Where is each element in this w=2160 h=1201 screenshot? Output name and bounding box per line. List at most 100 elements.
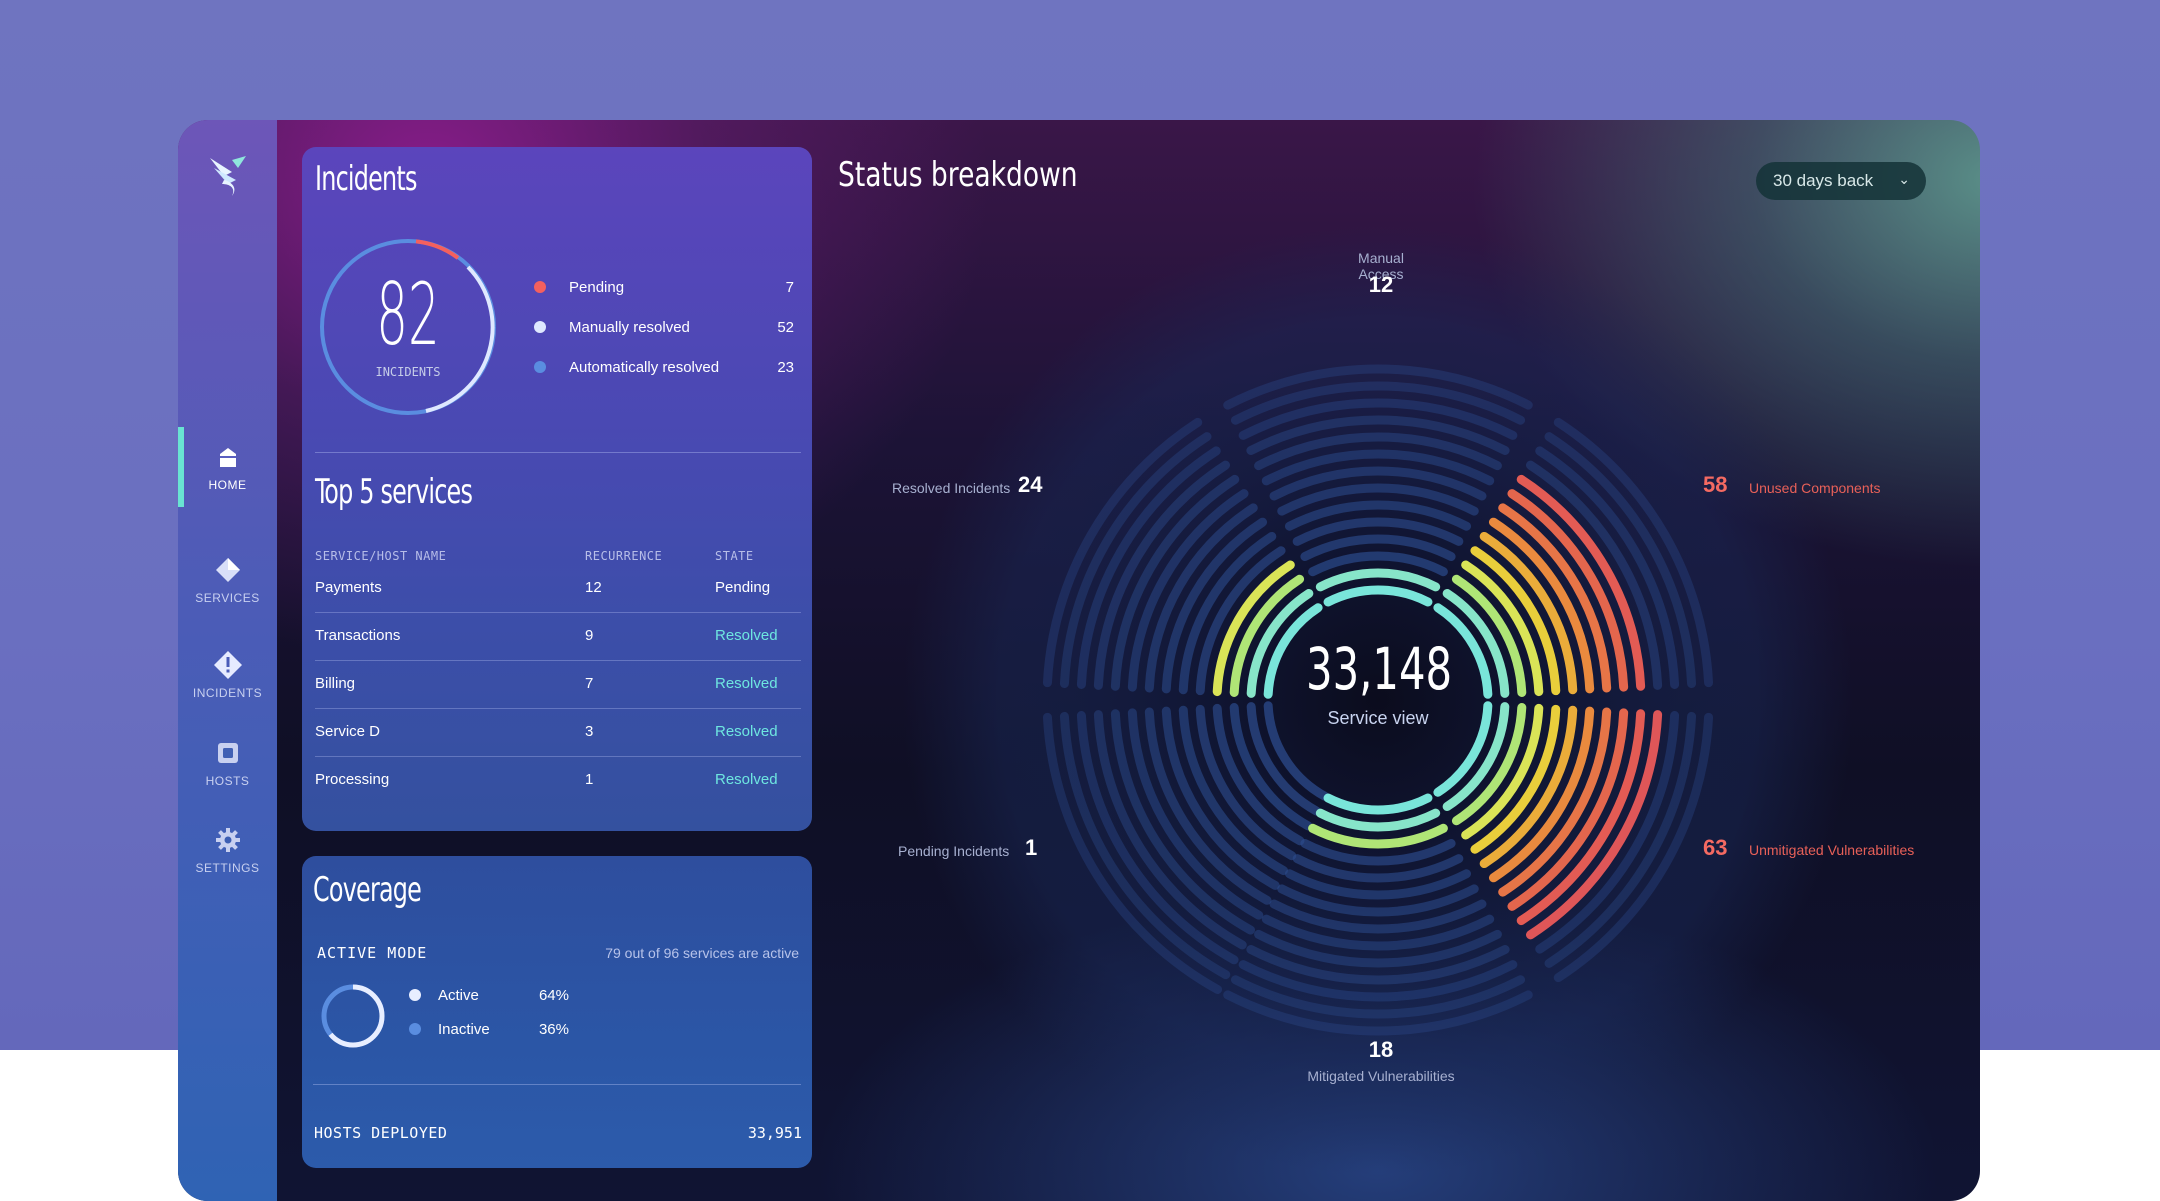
radial-ring-segment	[1269, 899, 1487, 934]
radial-ring-segment	[1269, 466, 1487, 501]
legend-label: Automatically resolved	[569, 358, 720, 376]
column-header-name: SERVICE/HOST NAME	[315, 549, 447, 563]
cell-recurrence: 12	[585, 579, 602, 596]
hosts-deployed-label: HOSTS DEPLOYED	[314, 1124, 448, 1142]
cell-name: Processing	[315, 771, 390, 788]
cell-recurrence: 7	[585, 675, 594, 692]
sidebar-item-settings[interactable]: SETTINGS	[178, 810, 277, 890]
radial-ring-segment	[1516, 474, 1646, 691]
radial-ring-segment	[1488, 706, 1595, 883]
segment-label-resolved-incidents: Resolved Incidents	[892, 480, 1011, 496]
date-range-value: 30 days back	[1773, 171, 1874, 190]
section-divider	[313, 1084, 801, 1085]
radial-ring-segment	[1178, 705, 1288, 876]
hosts-deployed-value: 33,951	[747, 1124, 802, 1142]
radial-ring-segment	[1292, 854, 1464, 883]
radial-ring-segment	[1488, 517, 1595, 694]
radial-ring-segment	[1284, 500, 1472, 531]
column-header-state: STATE	[715, 549, 754, 563]
radial-ring-segment	[1161, 706, 1280, 890]
radial-ring-segment	[1479, 531, 1578, 695]
cell-name: Payments	[315, 579, 382, 596]
legend-value: 7	[785, 278, 794, 296]
radial-ring-segment	[1544, 432, 1697, 689]
date-range-dropdown[interactable]: 30 days back ⌄	[1756, 162, 1926, 200]
radial-ring-segment	[1093, 460, 1231, 690]
segment-value-resolved-incidents: 24	[1018, 472, 1043, 497]
radial-ring-segment	[1254, 929, 1502, 968]
radial-ring-segment	[1461, 703, 1544, 840]
radial-ring-segment	[1451, 574, 1527, 697]
incidents-card: Incidents 82 INCIDENTS Pending 7 Manuall…	[302, 147, 812, 831]
coverage-summary: 79 out of 96 services are active	[605, 945, 799, 961]
radial-ring-segment	[1292, 517, 1464, 546]
radial-ring-segment	[1110, 474, 1240, 691]
radial-ring-segment	[1229, 574, 1305, 697]
radial-ring-segment	[1263, 701, 1330, 801]
table-row[interactable]: Processing 1 Resolved	[315, 757, 801, 805]
radial-ring-segment	[1178, 531, 1277, 695]
incidents-donut	[320, 239, 496, 415]
segment-value-mitigated-vulnerabilities: 18	[1368, 1037, 1394, 1062]
column-header-recurrence: RECURRENCE	[585, 549, 663, 563]
radial-ring-segment	[1315, 808, 1441, 832]
radial-ring-segment	[1451, 703, 1527, 826]
sidebar-item-label: INCIDENTS	[192, 686, 263, 700]
table-row[interactable]: Billing 7 Resolved	[315, 661, 801, 709]
sidebar-item-label: HOME	[208, 478, 247, 492]
radial-ring-segment	[1442, 702, 1510, 812]
legend-dot	[534, 361, 546, 373]
incidents-icon	[213, 650, 243, 680]
radial-ring-segment	[1433, 603, 1493, 699]
cell-recurrence: 1	[585, 771, 594, 788]
sidebar-item-services[interactable]: SERVICES	[178, 540, 277, 620]
radial-ring-segment	[1042, 712, 1223, 994]
radial-ring-segment	[1254, 432, 1502, 471]
radial-ring-segment	[1442, 588, 1510, 698]
legend-value: 64%	[538, 986, 569, 1004]
radial-ring-segment	[1277, 483, 1479, 516]
table-row[interactable]: Transactions 9 Resolved	[315, 613, 801, 661]
sidebar-item-incidents[interactable]: INCIDENTS	[178, 635, 277, 715]
table-row[interactable]: Payments 12 Pending	[315, 565, 801, 613]
radial-ring-segment	[1300, 534, 1456, 562]
segment-label-unused-components: Unused Components	[1749, 480, 1881, 496]
radial-ring-segment	[1161, 517, 1268, 694]
segment-value-pending-incidents: 1	[1025, 835, 1038, 860]
nav-active-indicator	[178, 427, 184, 507]
segment-label-unmitigated-vulnerabilities: Unmitigated Vulnerabilities	[1749, 842, 1915, 858]
radial-ring-segment	[1223, 990, 1533, 1036]
radial-ring-segment	[1144, 503, 1258, 693]
cell-state: Resolved	[715, 627, 778, 644]
radial-ring-segment	[1433, 701, 1493, 797]
segment-value-unused-components: 58	[1703, 472, 1728, 497]
legend-label: Active	[438, 986, 479, 1004]
radial-ring-segment	[1195, 546, 1286, 696]
radial-ring-segment	[1246, 944, 1510, 985]
radial-ring-segment	[1525, 460, 1663, 690]
cell-state: Resolved	[715, 771, 778, 788]
status-breakdown-title: Status breakdown	[838, 155, 1078, 195]
chevron-down-icon: ⌄	[1898, 171, 1910, 187]
cell-recurrence: 9	[585, 627, 594, 644]
legend-dot	[534, 281, 546, 293]
segment-value-manual-access: 12	[1368, 272, 1394, 297]
sidebar-item-home[interactable]: HOME	[178, 427, 277, 507]
legend-value: 36%	[538, 1020, 569, 1038]
section-divider	[315, 452, 801, 453]
active-mode-label: ACTIVE MODE	[317, 944, 428, 962]
radial-ring-segment	[1093, 710, 1247, 950]
legend-label: Pending	[569, 278, 625, 296]
table-row[interactable]: Service D 3 Resolved	[315, 709, 801, 757]
legend-item-pending: Pending 7	[534, 275, 794, 299]
incidents-total-label: INCIDENTS	[375, 365, 441, 379]
radial-ring-segment	[1544, 711, 1697, 968]
radial-ring-segment	[1212, 560, 1295, 697]
segment-label-pending-incidents: Pending Incidents	[898, 843, 1010, 859]
sidebar-item-label: SETTINGS	[195, 861, 260, 875]
top-services-title: Top 5 services	[315, 472, 473, 512]
radial-ring-segment	[1076, 711, 1239, 965]
radial-ring-segment	[1246, 702, 1321, 816]
radial-ring-segment	[1470, 704, 1561, 854]
sidebar-item-hosts[interactable]: HOSTS	[178, 723, 277, 803]
